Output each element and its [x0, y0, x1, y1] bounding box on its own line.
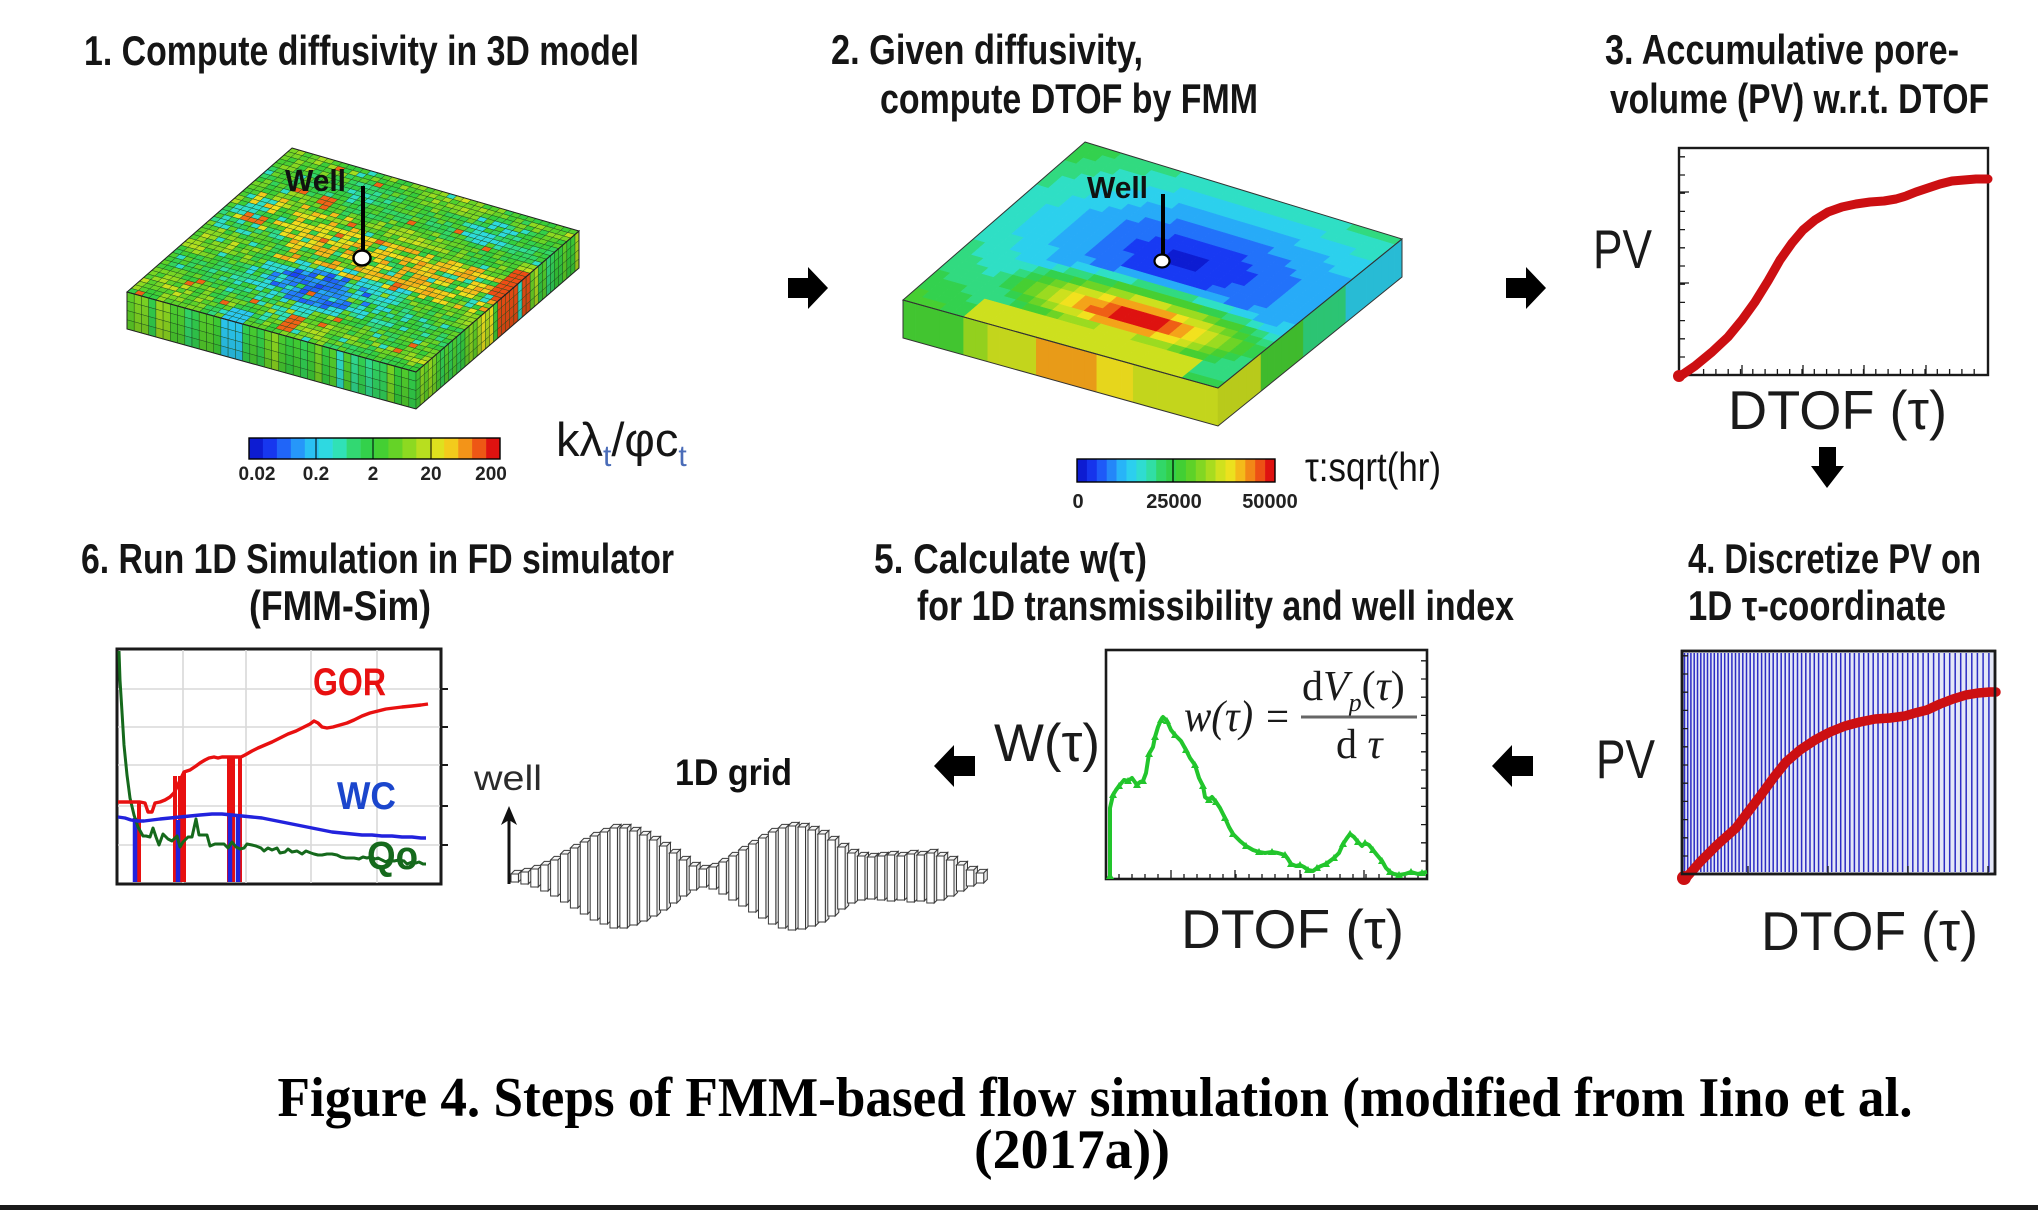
svg-text:GOR: GOR: [313, 661, 386, 704]
svg-text:2. Given diffusivity,: 2. Given diffusivity,: [831, 26, 1143, 73]
svg-text:4. Discretize PV on: 4. Discretize PV on: [1688, 535, 1981, 582]
svg-text:2: 2: [368, 464, 379, 485]
svg-text:20: 20: [420, 464, 441, 485]
svg-text:w(τ) =: w(τ) =: [1184, 692, 1291, 741]
svg-text:3. Accumulative pore-: 3. Accumulative pore-: [1605, 26, 1959, 73]
svg-text:1D grid: 1D grid: [675, 752, 792, 793]
svg-text:Well: Well: [1087, 170, 1148, 205]
svg-text:W(τ): W(τ): [994, 714, 1100, 773]
svg-text:(FMM-Sim): (FMM-Sim): [249, 582, 431, 629]
svg-text:DTOF (τ): DTOF (τ): [1181, 898, 1404, 960]
svg-text:Figure 4. Steps of FMM-based f: Figure 4. Steps of FMM-based flow simula…: [278, 1067, 1913, 1129]
svg-text:0: 0: [1072, 491, 1083, 513]
svg-text:1. Compute diffusivity in 3D m: 1. Compute diffusivity in 3D model: [84, 27, 639, 74]
svg-text:τ:sqrt(hr): τ:sqrt(hr): [1305, 444, 1441, 490]
svg-text:well: well: [473, 759, 542, 798]
svg-text:for 1D transmissibility and we: for 1D transmissibility and well index: [917, 582, 1515, 629]
svg-text:50000: 50000: [1242, 491, 1298, 513]
svg-text:WC: WC: [337, 775, 396, 818]
svg-text:kλt/φct: kλt/φct: [556, 413, 687, 473]
svg-text:0.02: 0.02: [239, 464, 276, 485]
svg-text:200: 200: [475, 464, 507, 485]
svg-text:PV: PV: [1593, 218, 1652, 280]
svg-text:0.2: 0.2: [303, 464, 329, 485]
svg-text:(2017a)): (2017a)): [974, 1119, 1170, 1181]
svg-text:Well: Well: [285, 163, 346, 198]
svg-text:compute DTOF by FMM: compute DTOF by FMM: [880, 75, 1258, 122]
svg-text:25000: 25000: [1146, 491, 1202, 513]
svg-text:DTOF (τ): DTOF (τ): [1728, 379, 1947, 441]
svg-text:d τ: d τ: [1336, 722, 1385, 768]
svg-text:Qo: Qo: [367, 834, 418, 878]
svg-text:PV: PV: [1596, 728, 1655, 790]
svg-text:volume (PV) w.r.t. DTOF: volume (PV) w.r.t. DTOF: [1610, 75, 1989, 122]
svg-text:DTOF (τ): DTOF (τ): [1761, 900, 1978, 962]
svg-text:6. Run 1D Simulation in FD sim: 6. Run 1D Simulation in FD simulator: [81, 535, 674, 582]
svg-text:5. Calculate w(τ): 5. Calculate w(τ): [874, 535, 1147, 582]
svg-text:1D τ-coordinate: 1D τ-coordinate: [1688, 582, 1946, 629]
